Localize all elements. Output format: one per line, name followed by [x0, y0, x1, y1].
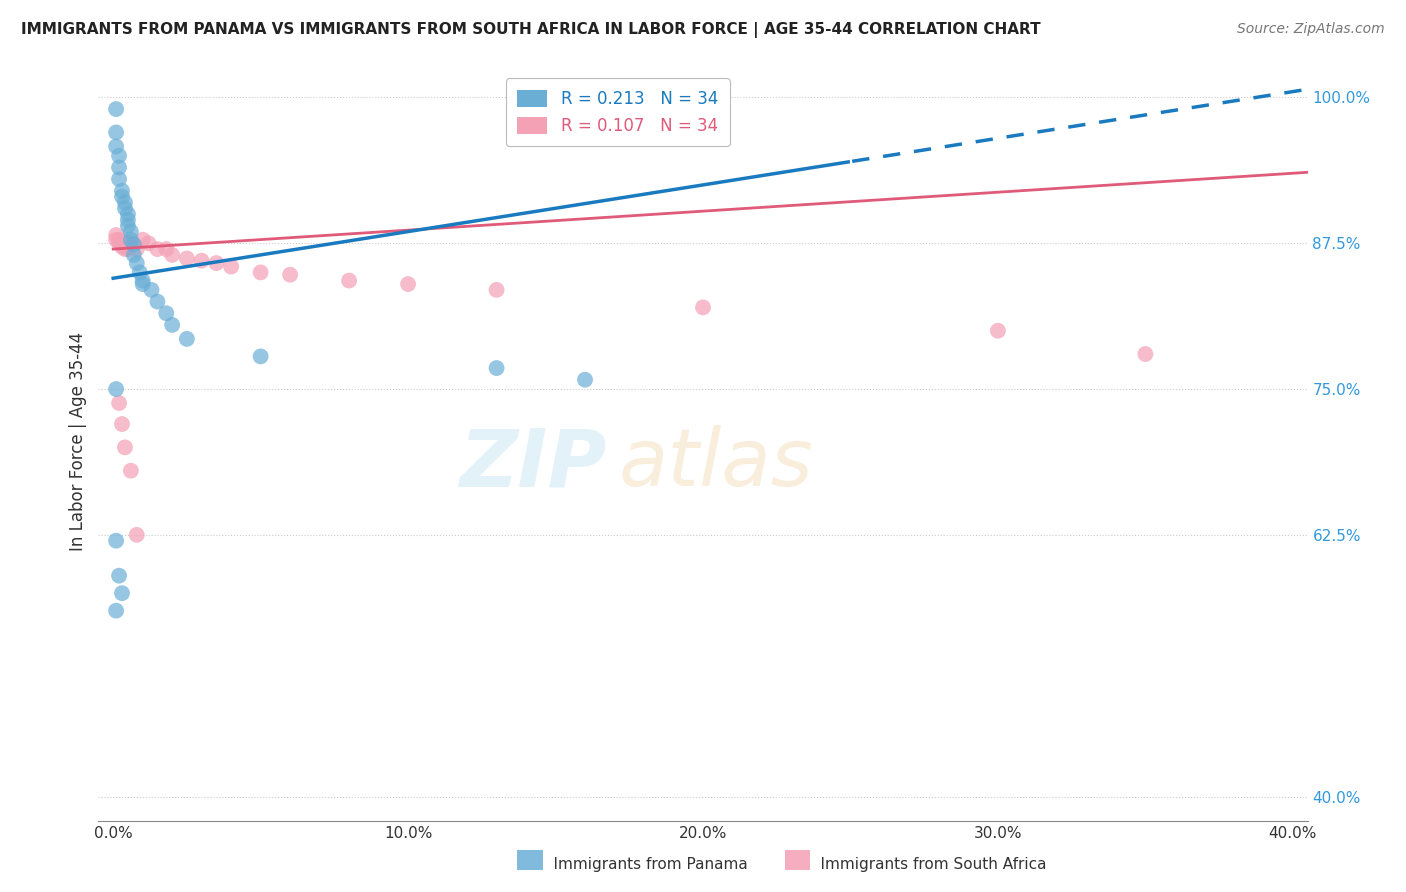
Point [111, 417, 134, 431]
Point [105, 604, 128, 618]
Point [485, 283, 508, 297]
Legend: R = 0.213   N = 34, R = 0.107   N = 34: R = 0.213 N = 34, R = 0.107 N = 34 [506, 78, 730, 146]
Point [278, 268, 301, 282]
Point [485, 361, 508, 376]
Point [155, 242, 177, 256]
Text: ZIP: ZIP [458, 425, 606, 503]
Point [117, 219, 139, 233]
Point [337, 274, 360, 288]
Point [249, 350, 271, 364]
Point [190, 253, 212, 268]
Point [131, 274, 153, 288]
Point [108, 149, 131, 163]
Point [160, 248, 183, 262]
Y-axis label: In Labor Force | Age 35-44: In Labor Force | Age 35-44 [69, 332, 87, 551]
Point [160, 318, 183, 332]
Text: atlas: atlas [619, 425, 813, 503]
Point [219, 260, 242, 274]
Text: Source: ZipAtlas.com: Source: ZipAtlas.com [1237, 22, 1385, 37]
Point [108, 568, 131, 582]
Point [146, 294, 169, 309]
Point [105, 233, 128, 247]
Point [122, 237, 145, 252]
Text: IMMIGRANTS FROM PANAMA VS IMMIGRANTS FROM SOUTH AFRICA IN LABOR FORCE | AGE 35-4: IMMIGRANTS FROM PANAMA VS IMMIGRANTS FRO… [21, 22, 1040, 38]
Point [120, 233, 142, 247]
Point [205, 256, 228, 270]
Point [125, 528, 148, 542]
Point [111, 240, 134, 254]
Point [105, 533, 128, 548]
Point [117, 207, 139, 221]
Point [692, 301, 714, 315]
Point [108, 236, 131, 251]
Point [105, 125, 128, 139]
Point [114, 441, 136, 455]
Point [155, 306, 177, 320]
Point [105, 102, 128, 116]
Point [131, 277, 153, 291]
Point [105, 228, 128, 243]
Point [122, 248, 145, 262]
Text: Immigrants from South Africa: Immigrants from South Africa [801, 857, 1047, 872]
Point [396, 277, 419, 291]
Bar [785, 850, 810, 870]
Point [122, 237, 145, 252]
Point [141, 283, 163, 297]
Bar [517, 850, 543, 870]
Point [125, 256, 148, 270]
Point [120, 464, 142, 478]
Point [138, 236, 160, 251]
Point [114, 201, 136, 215]
Text: Immigrants from Panama: Immigrants from Panama [534, 857, 748, 872]
Point [108, 396, 131, 410]
Point [125, 242, 148, 256]
Point [114, 242, 136, 256]
Point [176, 332, 198, 346]
Point [108, 233, 131, 247]
Point [111, 235, 134, 249]
Point [574, 373, 596, 387]
Point [108, 161, 131, 175]
Point [117, 235, 139, 249]
Point [128, 265, 150, 279]
Point [249, 265, 271, 279]
Point [105, 382, 128, 396]
Point [131, 233, 153, 247]
Point [114, 195, 136, 210]
Point [117, 242, 139, 256]
Point [120, 236, 142, 251]
Point [120, 225, 142, 239]
Point [111, 586, 134, 600]
Point [111, 189, 134, 203]
Point [146, 242, 169, 256]
Point [108, 172, 131, 186]
Point [117, 213, 139, 227]
Point [105, 139, 128, 153]
Point [176, 252, 198, 266]
Point [111, 184, 134, 198]
Point [987, 324, 1010, 338]
Point [1135, 347, 1157, 361]
